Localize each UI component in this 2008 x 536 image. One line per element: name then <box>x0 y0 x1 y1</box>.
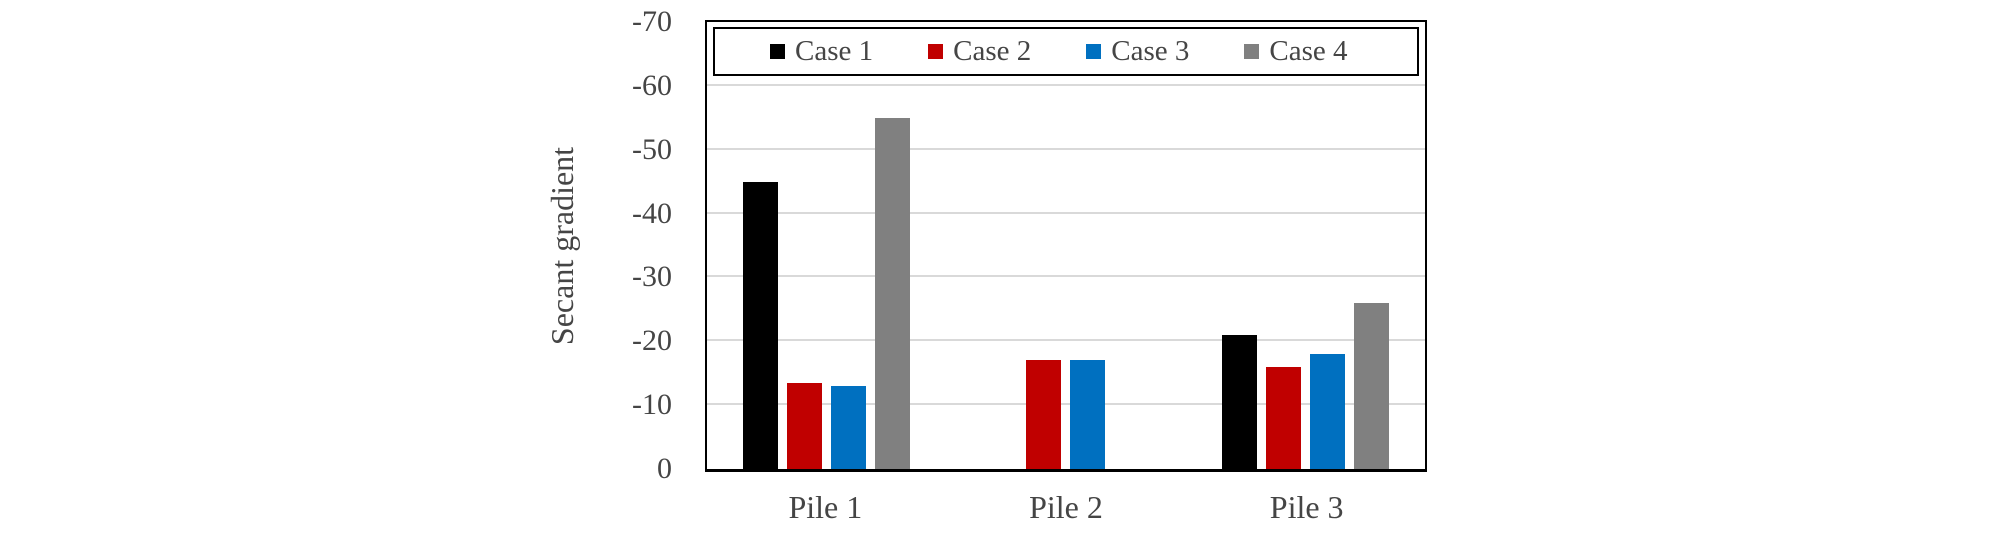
bar-groups <box>707 22 1425 469</box>
legend-marker-case-1 <box>770 44 785 59</box>
y-tick-label--60: -60 <box>632 68 672 102</box>
y-tick-label--40: -40 <box>632 196 672 230</box>
y-tick-label--30: -30 <box>632 260 672 294</box>
y-tick-label--50: -50 <box>632 132 672 166</box>
gridline--60 <box>707 83 1425 86</box>
gridline--40 <box>707 211 1425 214</box>
legend: Case 1 Case 2 Case 3 Case 4 <box>713 27 1419 76</box>
bar-case-3-pile-2 <box>1070 360 1106 469</box>
legend-marker-case-4 <box>1244 44 1260 59</box>
legend-label: Case 4 <box>1269 35 1348 67</box>
bar-case-2-pile-2 <box>1026 360 1062 469</box>
bar-group-pile-2 <box>946 22 1185 469</box>
x-category-label-pile-3: Pile 3 <box>1269 489 1344 525</box>
plot-area: Case 1 Case 2 Case 3 Case 4 <box>705 20 1427 472</box>
bar-case-1-pile-3 <box>1221 334 1257 469</box>
gridline--20 <box>707 339 1425 342</box>
gridline--50 <box>707 147 1425 150</box>
bar-case-1-pile-1 <box>743 181 779 469</box>
bar-case-2-pile-1 <box>787 382 823 469</box>
legend-item-case-2: Case 2 <box>928 35 1031 68</box>
x-category-label-pile-1: Pile 1 <box>788 489 863 525</box>
legend-marker-case-3 <box>1086 44 1102 59</box>
bar-case-2-pile-3 <box>1265 366 1301 469</box>
y-tick-label--10: -10 <box>632 388 672 422</box>
y-tick-label--20: -20 <box>632 324 672 358</box>
bar-case-3-pile-1 <box>831 386 867 469</box>
y-tick-label-0: 0 <box>657 452 672 485</box>
gridline--10 <box>707 403 1425 406</box>
y-tick-label--70: -70 <box>632 5 672 38</box>
bar-case-4-pile-1 <box>875 117 911 469</box>
x-category-label-pile-2: Pile 2 <box>1029 489 1103 525</box>
legend-item-case-1: Case 1 <box>770 35 873 68</box>
legend-item-case-4: Case 4 <box>1244 35 1348 68</box>
bar-case-3-pile-3 <box>1309 354 1345 469</box>
bar-case-4-pile-3 <box>1353 302 1389 469</box>
legend-item-case-3: Case 3 <box>1086 35 1189 68</box>
y-axis-title: Secant gradient <box>544 146 580 346</box>
legend-label: Case 1 <box>795 35 874 67</box>
gridline--30 <box>707 275 1425 278</box>
bar-group-pile-3 <box>1186 22 1425 469</box>
legend-label: Case 2 <box>953 35 1032 67</box>
legend-label: Case 3 <box>1111 35 1190 67</box>
bar-group-pile-1 <box>707 22 946 469</box>
plot-inner <box>707 22 1425 469</box>
legend-marker-case-2 <box>928 44 944 59</box>
